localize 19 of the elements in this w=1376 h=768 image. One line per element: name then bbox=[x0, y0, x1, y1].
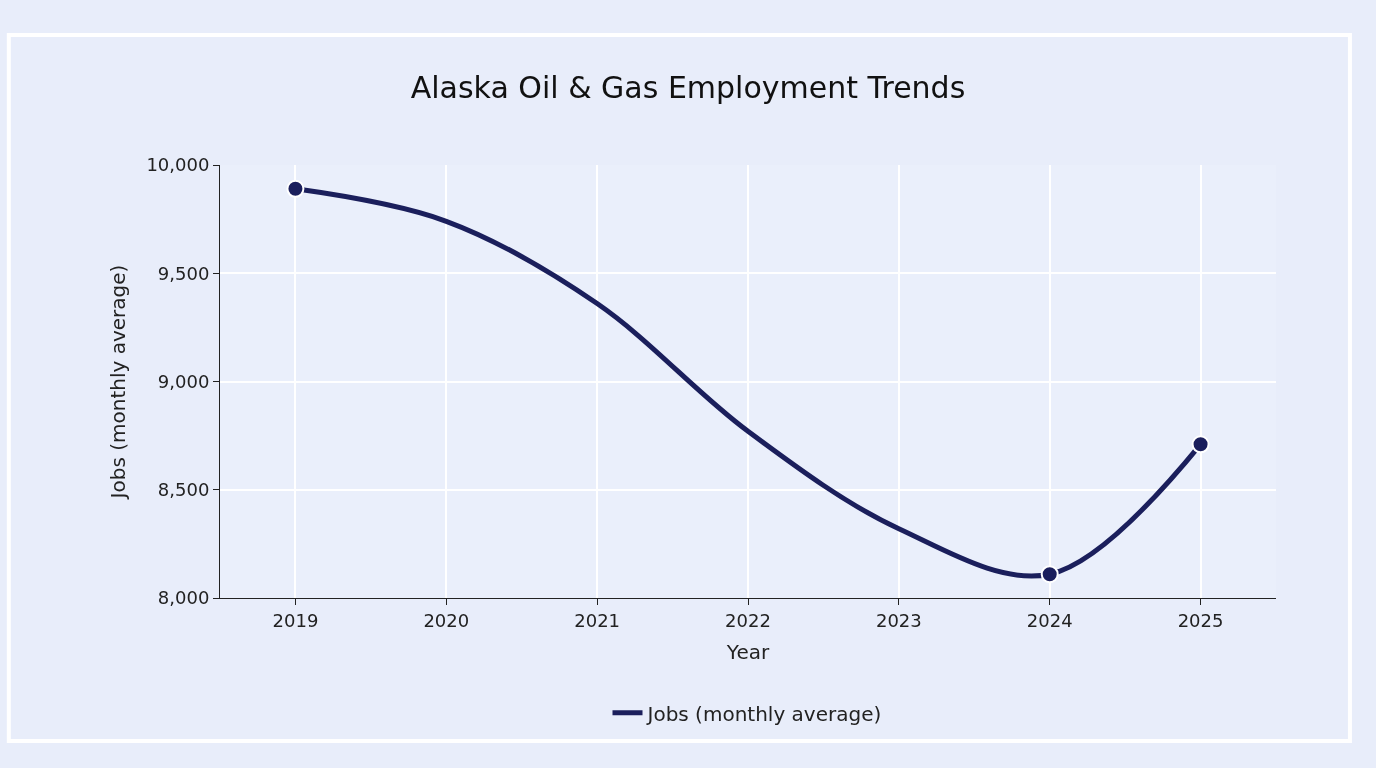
x-axis-title: Year bbox=[725, 640, 770, 665]
x-tick-label: 2020 bbox=[423, 609, 470, 631]
y-axis-title: Jobs (monthly average) bbox=[105, 264, 130, 501]
point bbox=[286, 179, 305, 198]
x-tick-label: 2023 bbox=[875, 609, 922, 631]
x-tick-label: 2022 bbox=[725, 609, 771, 631]
legend-label: Jobs (monthly average) bbox=[645, 701, 882, 726]
y-tick-label: 9,500 bbox=[157, 262, 210, 284]
x-tick-label: 2024 bbox=[1026, 609, 1073, 631]
y-tick-label: 8,500 bbox=[157, 479, 210, 501]
chart-title: Alaska Oil & Gas Employment Trends bbox=[410, 69, 966, 105]
x-tick-label: 2021 bbox=[574, 609, 621, 631]
point bbox=[1040, 565, 1059, 584]
x-tick-label: 2025 bbox=[1177, 609, 1224, 631]
y-tick-label: 9,000 bbox=[157, 370, 210, 392]
y-tick-label: 8,000 bbox=[157, 587, 210, 609]
point bbox=[1191, 435, 1210, 454]
y-tick-label: 10,000 bbox=[146, 154, 210, 176]
x-tick-label: 2019 bbox=[272, 609, 319, 631]
